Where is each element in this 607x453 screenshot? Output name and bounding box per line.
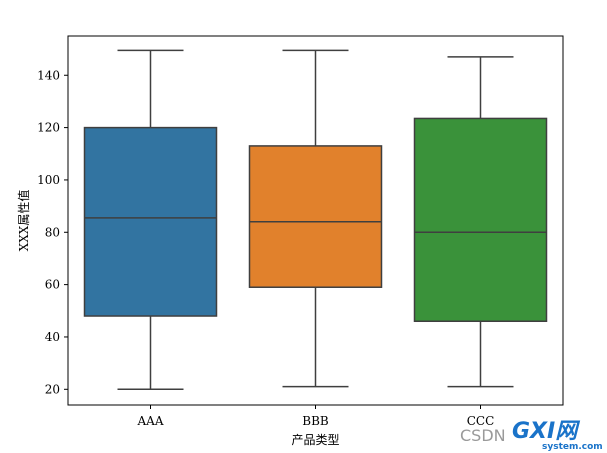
box-ccc: [413, 117, 548, 323]
box-group-bbb: [248, 49, 383, 388]
y-axis: 20 40 60 80 100 120 140: [37, 68, 68, 396]
boxes-layer: [83, 49, 548, 391]
box-group-ccc: [413, 56, 548, 388]
y-tick-label-60: 60: [45, 278, 60, 292]
box-aaa: [83, 126, 218, 317]
watermark-gxi: GXI网: [512, 419, 580, 444]
box-bbb: [248, 145, 383, 288]
y-tick-label-80: 80: [45, 225, 60, 239]
y-tick-label-140: 140: [37, 68, 60, 82]
y-tick-label-100: 100: [37, 173, 60, 187]
watermark-csdn: CSDN: [460, 426, 506, 445]
watermark-site: system.com: [542, 442, 603, 452]
watermark: CSDN GXI网 system.com: [460, 419, 603, 452]
x-axis: AAA BBB CCC: [137, 405, 495, 428]
x-tick-label-aaa: AAA: [137, 414, 164, 428]
x-tick-label-ccc: CCC: [467, 414, 495, 428]
y-axis-label: XXX属性值: [16, 190, 31, 252]
y-tick-label-20: 20: [45, 382, 60, 396]
y-tick-label-40: 40: [45, 330, 60, 344]
x-axis-label: 产品类型: [291, 433, 339, 447]
x-tick-label-bbb: BBB: [302, 414, 329, 428]
box-group-aaa: [83, 49, 218, 391]
y-tick-label-120: 120: [37, 121, 60, 135]
